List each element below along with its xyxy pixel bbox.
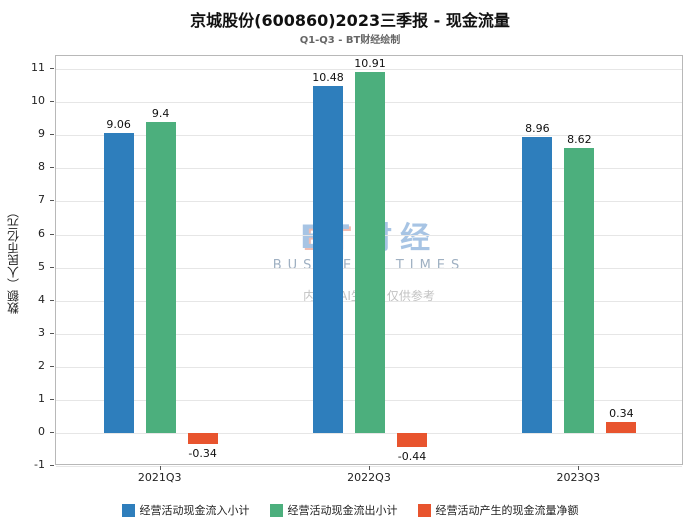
bar-2021Q3-series-2 [145, 122, 176, 433]
y-tick-label: 4 [38, 292, 45, 306]
y-tick-mark [50, 266, 54, 268]
y-tick-mark [50, 398, 54, 400]
legend-swatch [269, 503, 283, 517]
legend-swatch [121, 503, 135, 517]
y-tick-label: 5 [38, 259, 45, 273]
bar-value-label: 9.4 [151, 107, 170, 121]
bar-value-label: -0.34 [188, 447, 217, 461]
bar-2023Q3-series-2 [564, 147, 595, 433]
y-tick-label: 0 [38, 424, 45, 438]
bar-value-label: -0.44 [397, 450, 427, 464]
y-tick-label: 8 [38, 160, 45, 174]
y-tick-label: 11 [31, 61, 45, 75]
y-tick-label: 6 [38, 226, 45, 240]
legend-item: 经营活动现金流入小计 [121, 502, 250, 518]
x-tick-label: 2023Q3 [556, 471, 601, 484]
bar-2022Q3-series-1 [313, 86, 343, 433]
bar-2021Q3-series-3 [187, 432, 218, 445]
y-tick-label: 9 [38, 127, 45, 141]
legend-item: 经营活动产生的现金流量净额 [417, 502, 579, 518]
x-tick-label: 2022Q3 [347, 471, 391, 484]
x-tick-mark [578, 466, 580, 470]
y-tick-mark [50, 134, 54, 136]
x-tick-mark [159, 466, 161, 470]
plot-area: BT财经 BUSINESS TIMES 内容由AI生成，仅供参考 9.069.4… [55, 55, 683, 467]
legend-item: 经营活动现金流出小计 [269, 502, 398, 518]
legend-label: 经营活动现金流入小计 [139, 504, 250, 517]
legend-swatch [417, 503, 431, 517]
y-tick-mark [50, 332, 54, 334]
x-tick-label: 2021Q3 [137, 471, 182, 484]
bar-value-label: 10.91 [354, 57, 386, 71]
y-tick-label: -1 [34, 458, 45, 471]
bar-value-label: 8.96 [525, 121, 550, 135]
gridline [56, 432, 682, 434]
bar-2022Q3-series-2 [355, 72, 385, 433]
y-tick-mark [50, 200, 54, 202]
y-tick-label: 2 [38, 358, 45, 372]
legend: 经营活动现金流入小计 经营活动现金流出小计 经营活动产生的现金流量净额 [0, 502, 700, 518]
y-tick-mark [50, 101, 54, 103]
bar-value-label: 10.48 [312, 71, 344, 85]
y-tick-mark [50, 233, 54, 235]
y-tick-mark [50, 365, 54, 367]
y-tick-mark [50, 299, 54, 301]
legend-label: 经营活动产生的现金流量净额 [435, 504, 579, 517]
chart-subtitle: Q1-Q3 - BT财经绘制 [299, 35, 401, 46]
x-tick-mark [369, 466, 370, 470]
bar-value-label: 0.34 [609, 406, 634, 420]
bar-value-label: 8.62 [567, 132, 592, 146]
legend-label: 经营活动现金流出小计 [287, 504, 398, 517]
bar-value-label: 9.06 [106, 118, 131, 132]
y-tick-label: 3 [38, 325, 45, 339]
bar-2022Q3-series-3 [397, 432, 427, 448]
bar-2023Q3-series-3 [606, 421, 637, 433]
y-tick-mark [50, 431, 54, 433]
y-tick-mark [50, 465, 54, 466]
y-tick-mark [50, 167, 54, 169]
y-tick-label: 10 [31, 94, 45, 108]
y-tick-mark [50, 68, 54, 70]
bar-2023Q3-series-1 [522, 136, 553, 433]
y-tick-label: 1 [38, 391, 45, 405]
gridline [56, 69, 682, 71]
chart-title: 京城股份(600860)2023三季报 - 现金流量 [190, 11, 510, 30]
y-tick-label: 7 [38, 193, 45, 207]
bar-2021Q3-series-1 [103, 133, 134, 433]
